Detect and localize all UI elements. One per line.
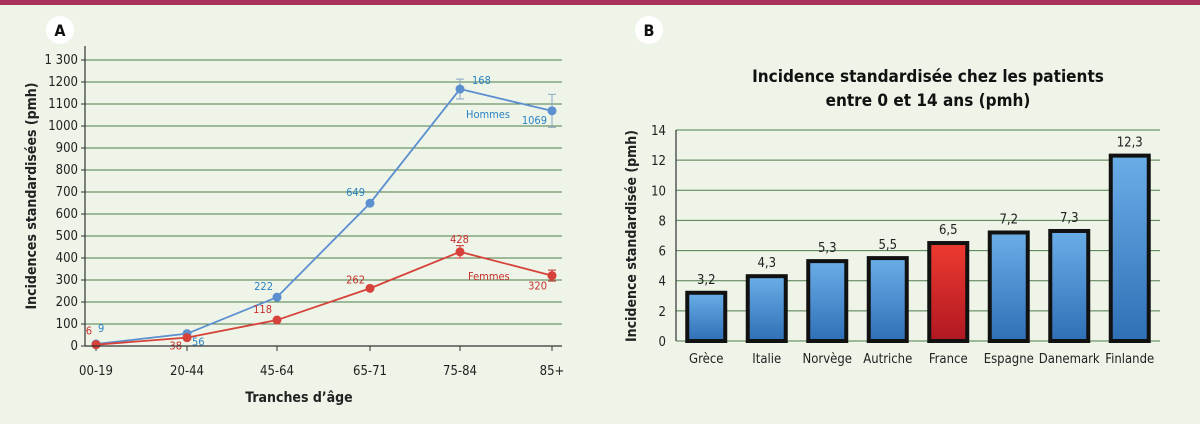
data-point-hommes bbox=[547, 106, 557, 116]
panel-a-grid bbox=[85, 59, 562, 347]
panel-b-x-tick-label: France bbox=[929, 352, 968, 367]
panel-a-y-ticks: 0 100 200 300 400 500 600 700 800 900 1000 1100 1200… bbox=[45, 53, 85, 354]
panel-a-badge bbox=[46, 16, 74, 44]
panel-b-badge bbox=[635, 16, 663, 44]
data-label-hommes: 9 bbox=[98, 322, 104, 335]
data-point-femmes bbox=[365, 283, 375, 293]
panel-b-x-tick-label: Italie bbox=[752, 352, 781, 367]
panel-b-y-tick-label: 10 bbox=[651, 184, 666, 199]
bar-0 bbox=[685, 290, 728, 343]
panel-b-letter: B bbox=[644, 21, 655, 40]
panel-b-x-tick-label: Espagne bbox=[984, 352, 1034, 367]
panel-a-y-tick-label: 300 bbox=[56, 273, 78, 288]
data-label-hommes: 1069 bbox=[522, 114, 547, 127]
panel-a-line-chart: 0 100 200 300 400 500 600 700 800 900 1000 1100 1200… bbox=[24, 46, 564, 406]
top-accent-bar bbox=[0, 0, 1200, 5]
panel-a-y-axis-label: Incidences standardisées (pmh) bbox=[24, 83, 40, 310]
data-label-femmes: 118 bbox=[253, 303, 272, 316]
panel-b-title-line-1: Incidence standardisée chez les patients bbox=[752, 67, 1104, 87]
panel-a-series bbox=[91, 78, 557, 350]
panel-a-y-tick-label: 100 bbox=[56, 317, 78, 332]
panel-b-y-tick-label: 12 bbox=[651, 154, 666, 169]
panel-a-x-axis-label: Tranches d’âge bbox=[245, 390, 352, 406]
panel-a-y-tick-label: 400 bbox=[56, 251, 78, 266]
data-label-hommes: 222 bbox=[254, 280, 273, 293]
panel-a-y-tick-label: 1000 bbox=[48, 119, 78, 134]
legend-femmes: Femmes bbox=[468, 270, 510, 283]
panel-a-y-tick-label: 800 bbox=[56, 163, 78, 178]
panel-a-x-tick-label: 65-71 bbox=[353, 364, 387, 379]
bar-7 bbox=[1108, 153, 1151, 343]
series-line-femmes bbox=[95, 250, 553, 346]
panel-a-x-tick-label: 45-64 bbox=[260, 364, 294, 379]
bar-value-label: 4,3 bbox=[757, 256, 776, 271]
panel-a-letter: A bbox=[54, 21, 66, 40]
panel-b-x-tick-label: Danemark bbox=[1039, 352, 1100, 367]
series-line-hommes bbox=[95, 88, 553, 345]
data-point-femmes bbox=[91, 340, 101, 350]
data-point-femmes bbox=[182, 333, 192, 343]
data-point-hommes bbox=[365, 198, 375, 208]
panel-a-x-tick-label: 85+ bbox=[540, 364, 565, 379]
panel-a-y-tick-label: 600 bbox=[56, 207, 78, 222]
panel-a-x-ticks: 00-19 20-44 45-64 65-71 75-84 85+ bbox=[79, 346, 564, 379]
panel-b-y-tick-label: 14 bbox=[651, 124, 666, 139]
bar-1 bbox=[745, 274, 788, 344]
data-label-femmes: 262 bbox=[346, 273, 365, 286]
panel-b-y-tick-label: 6 bbox=[659, 245, 666, 260]
panel-b-y-tick-label: 4 bbox=[659, 275, 666, 290]
panel-b-bars: 3,2 4,3 5,3 5,5 6,5 7,2 7,3 12,3 bbox=[685, 136, 1151, 344]
panel-a-y-tick-label: 900 bbox=[56, 141, 78, 156]
bar-6 bbox=[1048, 228, 1091, 344]
bar-5 bbox=[987, 230, 1030, 343]
panel-b-y-axis-label: Incidence standardisée (pmh) bbox=[624, 130, 640, 342]
panel-b-x-tick-label: Norvège bbox=[803, 352, 852, 367]
panel-a-x-tick-label: 00-19 bbox=[79, 364, 113, 379]
bar-value-label: 6,5 bbox=[939, 223, 958, 238]
data-point-femmes bbox=[455, 247, 465, 257]
panel-b-y-tick-label: 2 bbox=[659, 305, 666, 320]
bar-4 bbox=[927, 241, 970, 344]
data-label-hommes: 649 bbox=[346, 186, 365, 199]
panel-a-y-tick-label: 1100 bbox=[48, 97, 78, 112]
panel-a-y-tick-label: 200 bbox=[56, 295, 78, 310]
panel-b-title-line-2: entre 0 et 14 ans (pmh) bbox=[826, 91, 1031, 111]
bar-value-label: 7,2 bbox=[999, 212, 1018, 227]
panel-a-y-tick-label: 1200 bbox=[48, 75, 78, 90]
panel-a-x-tick-label: 20-44 bbox=[170, 364, 204, 379]
panel-b-y-tick-label: 0 bbox=[659, 335, 666, 350]
data-label-femmes: 428 bbox=[450, 233, 469, 246]
legend-hommes: Hommes bbox=[466, 108, 510, 121]
data-label-femmes: 6 bbox=[86, 325, 92, 338]
bar-value-label: 7,3 bbox=[1060, 211, 1079, 226]
data-label-femmes: 320 bbox=[528, 280, 547, 293]
bar-value-label: 5,5 bbox=[878, 238, 897, 253]
panel-b-x-tick-label: Grèce bbox=[689, 352, 723, 367]
panel-b-x-tick-label: Autriche bbox=[863, 352, 912, 367]
panel-a-y-tick-label: 0 bbox=[71, 339, 78, 354]
data-label-hommes: 168 bbox=[472, 74, 491, 87]
panel-a-y-tick-label: 700 bbox=[56, 185, 78, 200]
panel-a-y-tick-label: 1 300 bbox=[45, 53, 78, 68]
bar-value-label: 12,3 bbox=[1117, 136, 1143, 151]
panel-b-x-tick-label: Finlande bbox=[1105, 352, 1154, 367]
bar-value-label: 3,2 bbox=[697, 273, 716, 288]
panel-b-bar-chart: Incidence standardisée chez les patients… bbox=[624, 67, 1160, 367]
panel-b-y-ticks: 0 2 4 6 8 10 12 14 bbox=[651, 124, 666, 350]
bar-3 bbox=[866, 256, 909, 344]
panel-b-x-ticks: Grèce Italie Norvège Autriche France Espagne D… bbox=[689, 352, 1154, 367]
data-point-hommes bbox=[272, 292, 282, 302]
data-label-hommes: 56 bbox=[192, 336, 205, 349]
bar-2 bbox=[806, 259, 849, 343]
panel-a-y-tick-label: 500 bbox=[56, 229, 78, 244]
data-point-femmes bbox=[547, 271, 557, 281]
panel-b-y-tick-label: 8 bbox=[659, 214, 666, 229]
data-point-hommes bbox=[455, 84, 465, 94]
panel-a-x-tick-label: 75-84 bbox=[443, 364, 477, 379]
bar-value-label: 5,3 bbox=[818, 241, 837, 256]
data-point-femmes bbox=[272, 315, 282, 325]
